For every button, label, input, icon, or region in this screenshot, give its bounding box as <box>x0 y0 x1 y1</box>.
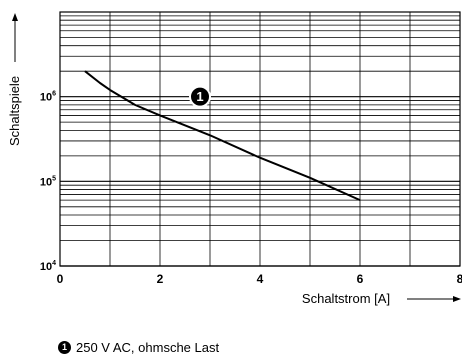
legend-label: 250 V AC, ohmsche Last <box>76 339 220 355</box>
plot-frame <box>59 11 461 267</box>
annotation-marker <box>189 85 211 108</box>
series-line <box>84 70 361 202</box>
y-tick-label: 105 <box>40 175 56 188</box>
x-tick-label: 4 <box>257 272 264 286</box>
x-tick-label: 8 <box>457 272 462 286</box>
legend: 1 250 V AC, ohmsche Last <box>58 339 219 355</box>
legend-marker: 1 <box>58 340 71 354</box>
x-tick-label: 2 <box>157 272 164 286</box>
x-tick-label: 6 <box>357 272 364 286</box>
y-axis-arrow-head <box>12 13 18 21</box>
y-axis-label: Schaltspiele <box>7 76 22 146</box>
x-axis-arrow-head <box>453 296 461 302</box>
y-tick-label: 104 <box>40 260 56 273</box>
y-tick-label: 106 <box>40 91 56 104</box>
x-tick-label: 0 <box>57 272 64 286</box>
annotation-label: 1 <box>196 89 203 104</box>
x-axis-label: Schaltstrom [A] <box>302 291 390 306</box>
